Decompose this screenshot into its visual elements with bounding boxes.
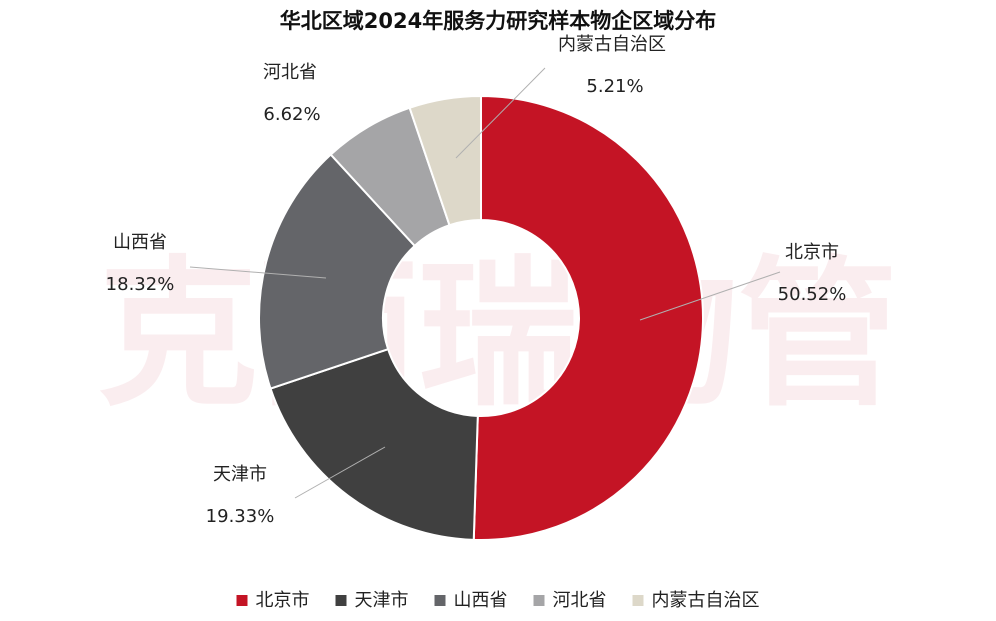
slice-name-label-1: 北京市 xyxy=(785,242,839,263)
chart-title: 华北区域2024年服务力研究样本物企区域分布 xyxy=(280,9,716,33)
slice-labels: 北京市 50.52% 天津市 19.33% 山西省 18.32% 河北省 6.62% 内蒙古自治… xyxy=(106,34,847,527)
legend-item-3: 山西省 xyxy=(434,590,508,611)
legend-swatch xyxy=(533,595,545,606)
legend-item-5: 内蒙古自治区 xyxy=(632,590,760,611)
slice-value-label-2: 19.33% xyxy=(206,506,275,527)
legend-swatch xyxy=(632,595,644,606)
legend-swatch xyxy=(335,595,347,606)
leader-lines xyxy=(189,67,781,499)
slice-value-label-5: 5.21% xyxy=(586,76,643,97)
legend-label: 山西省 xyxy=(454,590,508,611)
watermark: 克而瑞物管 xyxy=(98,241,898,428)
slices-group xyxy=(258,94,704,541)
slice-name-label-3: 山西省 xyxy=(113,232,167,253)
leader-line-5 xyxy=(455,67,546,159)
slice-3 xyxy=(258,153,417,390)
legend: 北京市 天津市 山西省 河北省 内蒙古自治区 xyxy=(236,590,760,611)
slice-value-label-1: 50.52% xyxy=(778,284,847,305)
leader-line-1 xyxy=(639,271,781,321)
slice-name-label-5: 内蒙古自治区 xyxy=(558,34,666,55)
legend-label: 北京市 xyxy=(256,590,310,611)
slice-name-label-4: 河北省 xyxy=(263,62,317,83)
slice-5 xyxy=(408,94,482,227)
slice-1 xyxy=(472,94,704,541)
legend-swatch xyxy=(236,595,248,606)
leader-line-3 xyxy=(189,266,327,279)
legend-label: 河北省 xyxy=(553,590,607,611)
legend-swatch xyxy=(434,595,446,606)
legend-label: 内蒙古自治区 xyxy=(652,590,760,611)
legend-item-2: 天津市 xyxy=(335,590,409,611)
leader-line-2 xyxy=(294,446,386,499)
slice-value-label-4: 6.62% xyxy=(263,104,320,125)
legend-item-1: 北京市 xyxy=(236,590,310,611)
legend-label: 天津市 xyxy=(355,590,409,611)
slice-2 xyxy=(269,347,479,541)
slice-value-label-3: 18.32% xyxy=(106,274,175,295)
slice-name-label-2: 天津市 xyxy=(213,464,267,485)
legend-item-4: 河北省 xyxy=(533,590,607,611)
